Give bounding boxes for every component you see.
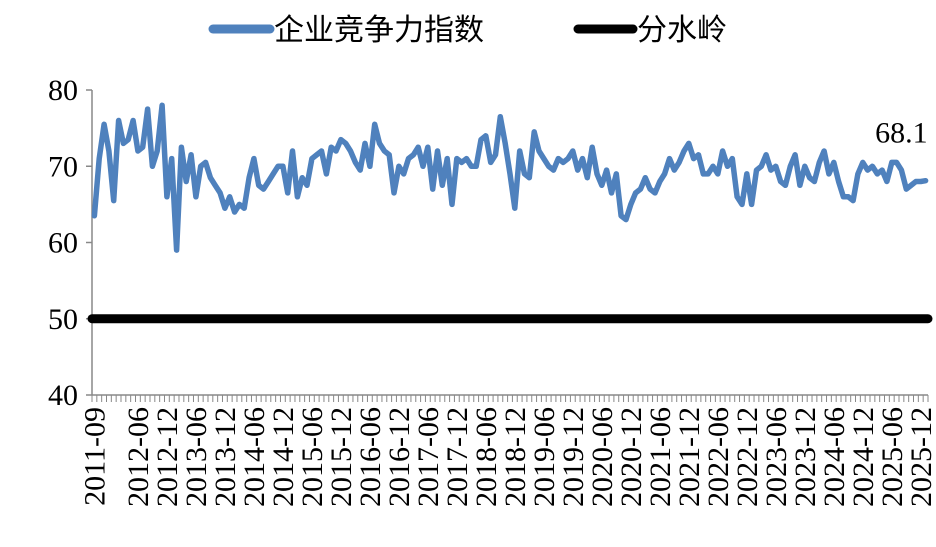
x-tick-label: 2025-12 bbox=[905, 407, 936, 507]
x-tick-label: 2014-06 bbox=[238, 407, 271, 507]
series-line-competitiveness-index bbox=[91, 102, 929, 253]
x-tick-label: 2015-12 bbox=[325, 407, 358, 507]
x-tick-label: 2012-12 bbox=[151, 407, 184, 507]
x-tick-label: 2023-06 bbox=[760, 407, 793, 507]
y-tick-label: 80 bbox=[48, 74, 78, 107]
x-tick-label: 2019-12 bbox=[557, 407, 590, 507]
x-tick-label: 2017-12 bbox=[441, 407, 474, 507]
data-label-last-value: 68.1 bbox=[875, 117, 928, 150]
x-tick-label: 2017-06 bbox=[412, 407, 445, 507]
legend: 企业竞争力指数 分水岭 bbox=[208, 13, 727, 48]
x-tick-label: 2018-06 bbox=[470, 407, 503, 507]
x-tick-label: 2012-06 bbox=[122, 407, 155, 507]
legend-label-watershed: 分水岭 bbox=[637, 13, 727, 48]
x-tick-label: 2022-06 bbox=[702, 407, 735, 507]
x-tick-label: 2024-06 bbox=[818, 407, 851, 507]
x-tick-label: 2023-12 bbox=[789, 407, 822, 507]
y-tick-label: 60 bbox=[48, 227, 78, 260]
x-tick-label: 2020-06 bbox=[586, 407, 619, 507]
x-tick-label: 2011-09 bbox=[78, 407, 111, 506]
y-tick-label: 50 bbox=[48, 303, 78, 336]
x-tick-label: 2016-06 bbox=[354, 407, 387, 507]
y-tick-label: 40 bbox=[48, 379, 78, 412]
x-tick-label: 2024-12 bbox=[847, 407, 880, 507]
x-tick-label: 2025-06 bbox=[876, 407, 909, 507]
x-tick-label: 2015-06 bbox=[296, 407, 329, 507]
legend-label-competitiveness-index: 企业竞争力指数 bbox=[274, 13, 484, 48]
x-tick-label: 2021-06 bbox=[644, 407, 677, 507]
x-tick-label: 2021-12 bbox=[673, 407, 706, 507]
x-tick-label: 2014-12 bbox=[267, 407, 300, 507]
x-tick-label: 2013-12 bbox=[209, 407, 242, 507]
x-tick-label: 2019-06 bbox=[528, 407, 561, 507]
x-tick-label: 2022-12 bbox=[731, 407, 764, 507]
x-tick-label: 2020-12 bbox=[615, 407, 648, 507]
x-tick-label: 2016-12 bbox=[383, 407, 416, 507]
x-tick-label: 2018-12 bbox=[499, 407, 532, 507]
y-tick-label: 70 bbox=[48, 150, 78, 183]
x-tick-label: 2013-06 bbox=[180, 407, 213, 507]
